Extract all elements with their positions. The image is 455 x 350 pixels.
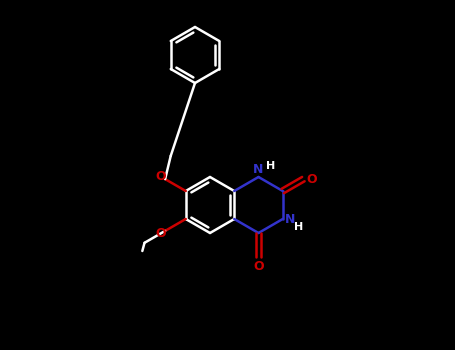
Text: O: O [156,170,166,183]
Text: H: H [294,222,303,232]
Text: O: O [156,227,166,240]
Text: N: N [253,163,264,176]
Text: H: H [267,161,276,171]
Text: O: O [306,173,317,186]
Text: N: N [285,212,295,225]
Text: O: O [253,260,264,273]
